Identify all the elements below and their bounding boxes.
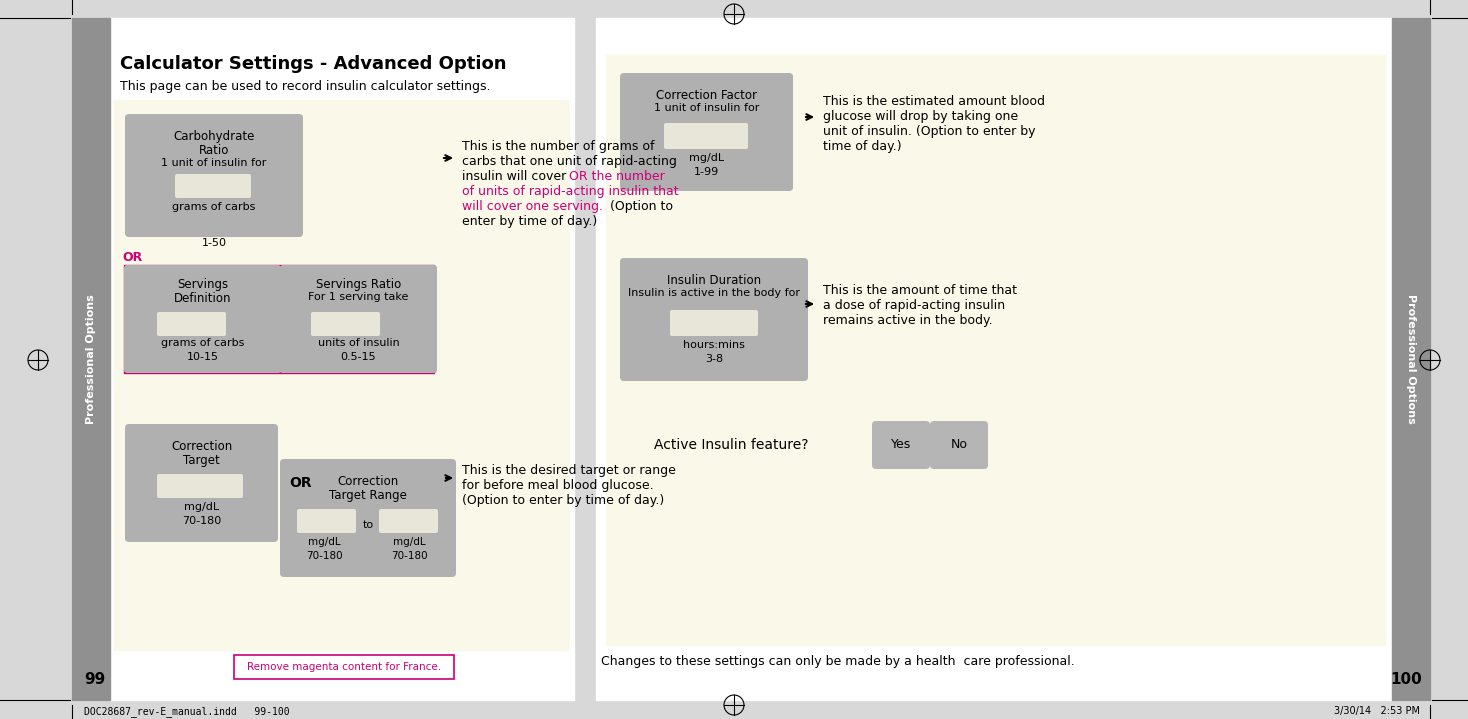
Text: This page can be used to record insulin calculator settings.: This page can be used to record insulin … [120,80,490,93]
Bar [123,265,435,373]
Text: insulin will cover: insulin will cover [462,170,574,183]
Text: This is the amount of time that: This is the amount of time that [824,284,1017,297]
Text: time of day.): time of day.) [824,140,901,153]
FancyBboxPatch shape [619,73,793,191]
Text: Target: Target [184,454,220,467]
Text: grams of carbs: grams of carbs [172,202,255,212]
Text: Remove magenta content for France.: Remove magenta content for France. [247,662,440,672]
Text: 3-8: 3-8 [705,354,724,364]
Bar [1392,18,1430,700]
FancyBboxPatch shape [619,258,807,381]
Text: 1 unit of insulin for: 1 unit of insulin for [653,103,759,113]
FancyBboxPatch shape [931,421,988,469]
FancyBboxPatch shape [280,459,457,577]
Text: 70-180: 70-180 [182,516,222,526]
Text: This is the estimated amount blood: This is the estimated amount blood [824,95,1045,108]
Text: 1-50: 1-50 [201,238,226,248]
Text: remains active in the body.: remains active in the body. [824,314,992,327]
Text: will cover one serving.: will cover one serving. [462,200,603,213]
Text: hours:mins: hours:mins [683,340,744,350]
Text: Yes: Yes [891,439,912,452]
Text: Servings Ratio: Servings Ratio [316,278,401,291]
Text: 70-180: 70-180 [390,551,427,561]
Bar [126,267,432,371]
Text: enter by time of day.): enter by time of day.) [462,215,597,228]
Text: Active Insulin feature?: Active Insulin feature? [655,438,809,452]
Text: mg/dL: mg/dL [688,153,724,163]
Text: Calculator Settings - Advanced Option: Calculator Settings - Advanced Option [120,55,506,73]
Bar [115,100,570,650]
FancyBboxPatch shape [379,509,437,533]
Bar [596,18,1430,700]
Text: (Option to enter by time of day.): (Option to enter by time of day.) [462,494,664,507]
Text: for before meal blood glucose.: for before meal blood glucose. [462,479,653,492]
Text: This is the desired target or range: This is the desired target or range [462,464,675,477]
FancyBboxPatch shape [872,421,931,469]
Text: mg/dL: mg/dL [392,537,426,547]
FancyBboxPatch shape [280,265,437,373]
Text: carbs that one unit of rapid-acting: carbs that one unit of rapid-acting [462,155,677,168]
Bar [606,55,1384,645]
FancyBboxPatch shape [157,474,244,498]
Text: to: to [363,520,373,530]
FancyBboxPatch shape [157,312,226,336]
Text: a dose of rapid-acting insulin: a dose of rapid-acting insulin [824,299,1006,312]
FancyBboxPatch shape [297,509,357,533]
Text: (Option to: (Option to [606,200,672,213]
Text: 10-15: 10-15 [186,352,219,362]
Text: glucose will drop by taking one: glucose will drop by taking one [824,110,1019,123]
Text: For 1 serving take: For 1 serving take [308,292,408,302]
Text: 70-180: 70-180 [305,551,342,561]
Text: 1 unit of insulin for: 1 unit of insulin for [161,158,267,168]
Bar [72,18,574,700]
Text: This is the number of grams of: This is the number of grams of [462,140,655,153]
Text: No: No [950,439,967,452]
Bar [72,18,110,700]
Text: units of insulin: units of insulin [317,338,399,348]
Bar [233,655,454,679]
Text: grams of carbs: grams of carbs [161,338,244,348]
Text: Correction: Correction [170,440,232,453]
Text: Insulin is active in the body for: Insulin is active in the body for [628,288,800,298]
FancyBboxPatch shape [125,114,302,237]
FancyBboxPatch shape [664,123,749,149]
FancyBboxPatch shape [125,424,277,542]
Text: 100: 100 [1390,672,1422,687]
Text: of units of rapid-acting insulin that: of units of rapid-acting insulin that [462,185,678,198]
Text: OR: OR [122,251,142,264]
Text: 0.5-15: 0.5-15 [341,352,376,362]
Text: Correction: Correction [338,475,399,488]
Text: Target Range: Target Range [329,489,407,502]
Text: mg/dL: mg/dL [184,502,219,512]
Text: Servings: Servings [178,278,228,291]
FancyBboxPatch shape [311,312,380,336]
FancyBboxPatch shape [123,265,280,373]
Text: mg/dL: mg/dL [308,537,341,547]
FancyBboxPatch shape [669,310,757,336]
Text: 3/30/14   2:53 PM: 3/30/14 2:53 PM [1334,706,1420,716]
Bar [233,655,454,679]
Text: Correction Factor: Correction Factor [656,89,757,102]
Text: 1-99: 1-99 [694,167,719,177]
Text: OR the number: OR the number [570,170,665,183]
Text: Changes to these settings can only be made by a health  care professional.: Changes to these settings can only be ma… [600,655,1075,668]
Text: Carbohydrate: Carbohydrate [173,130,254,143]
FancyBboxPatch shape [175,174,251,198]
Text: Insulin Duration: Insulin Duration [666,274,760,287]
Text: DOC28687_rev-E_manual.indd   99-100: DOC28687_rev-E_manual.indd 99-100 [84,706,289,717]
Text: Professional Options: Professional Options [1406,294,1417,424]
Text: OR: OR [289,476,311,490]
Text: unit of insulin. (Option to enter by: unit of insulin. (Option to enter by [824,125,1035,138]
Text: 99: 99 [84,672,106,687]
Text: Definition: Definition [173,292,232,305]
Text: Ratio: Ratio [198,144,229,157]
Text: Professional Options: Professional Options [87,294,95,424]
